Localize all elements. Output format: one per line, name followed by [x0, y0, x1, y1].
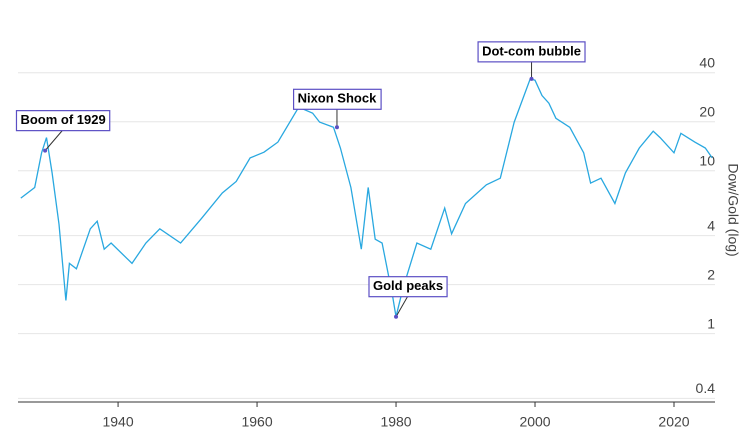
- y-tick-label: 2: [707, 266, 715, 282]
- x-tick-label: 2000: [519, 414, 550, 430]
- data-line: [20, 78, 713, 317]
- annotation-text: Dot-com bubble: [482, 43, 581, 58]
- annotation-box: [15, 110, 111, 132]
- annotation-box: [477, 41, 586, 63]
- annotation-point: [529, 76, 534, 81]
- y-tick-label: 0.4: [696, 380, 716, 396]
- annotation: Dot-com bubble: [477, 41, 586, 81]
- annotation-box: [292, 88, 382, 110]
- annotation-point: [394, 314, 399, 319]
- y-tick-label: 20: [699, 103, 715, 119]
- y-tick-label: 1: [707, 315, 715, 331]
- x-tick-label: 1980: [380, 414, 411, 430]
- annotation-point: [334, 125, 339, 130]
- annotation: Nixon Shock: [292, 88, 382, 130]
- y-tick-label: 10: [699, 152, 715, 168]
- annotation-connector: [395, 295, 409, 317]
- annotation: Gold peaks: [368, 276, 448, 319]
- annotation-text: Nixon Shock: [298, 91, 378, 106]
- x-tick-label: 2020: [658, 414, 689, 430]
- annotation-connector: [44, 129, 64, 151]
- y-tick-label: 4: [707, 217, 715, 233]
- annotation-text: Gold peaks: [373, 278, 443, 293]
- x-tick-label: 1940: [102, 414, 133, 430]
- annotation: Boom of 1929: [15, 110, 111, 153]
- annotation-text: Boom of 1929: [20, 112, 105, 127]
- annotation-point: [43, 148, 48, 153]
- y-axis-label: Dow/Gold (log): [725, 163, 741, 256]
- x-tick-label: 1960: [241, 414, 272, 430]
- y-tick-label: 40: [699, 54, 715, 70]
- annotation-box: [368, 276, 448, 298]
